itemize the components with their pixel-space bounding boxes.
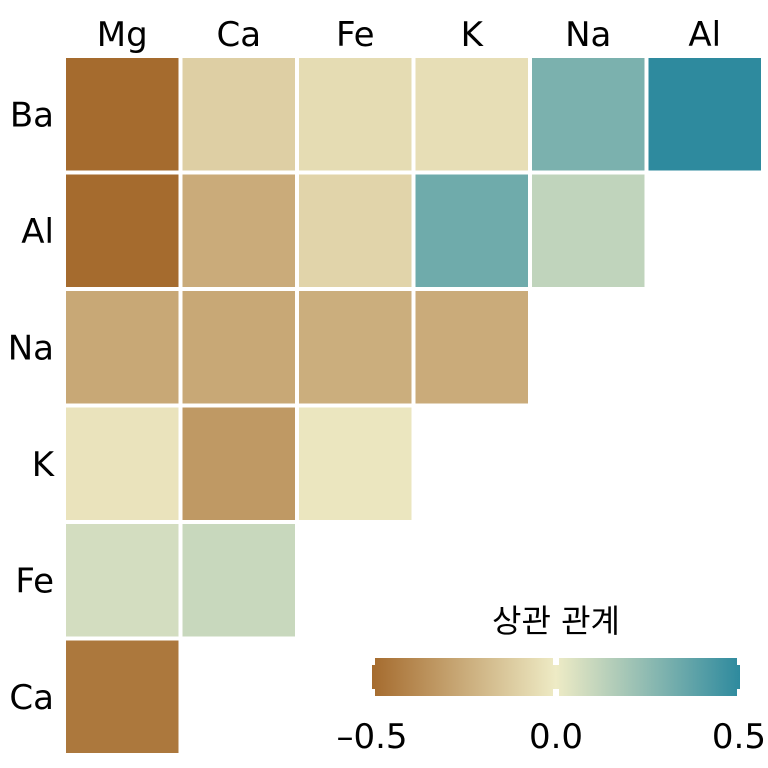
y-label-ba: Ba — [10, 95, 54, 135]
colorbar-tick-label: –0.5 — [336, 717, 407, 757]
cell-fe-mg — [66, 524, 179, 637]
cell-al-k — [415, 174, 528, 287]
cell-ba-na — [532, 58, 645, 171]
cell-al-na — [532, 174, 645, 287]
x-label-na: Na — [565, 15, 611, 55]
cell-k-fe — [299, 407, 412, 520]
y-label-ca: Ca — [9, 678, 54, 718]
x-axis-labels: Mg Ca Fe K Na Al — [97, 15, 721, 55]
colorbar: 상관 관계 –0.5 0.0 0.5 — [336, 602, 766, 757]
cell-na-k — [415, 291, 528, 404]
x-label-mg: Mg — [97, 15, 148, 55]
cell-na-fe — [299, 291, 412, 404]
colorbar-right-half — [556, 658, 740, 696]
x-label-ca: Ca — [216, 15, 261, 55]
y-label-fe: Fe — [15, 561, 54, 601]
colorbar-tick-label: 0.5 — [712, 717, 766, 757]
cell-ba-ca — [182, 58, 295, 171]
colorbar-tick-top — [737, 658, 743, 665]
cell-ca-mg — [66, 640, 179, 753]
colorbar-tick-bottom — [737, 689, 743, 696]
cell-k-ca — [182, 407, 295, 520]
colorbar-tick-bottom — [553, 689, 559, 696]
cell-al-ca — [182, 174, 295, 287]
x-label-al: Al — [688, 15, 721, 55]
cell-k-mg — [66, 407, 179, 520]
colorbar-left-half — [372, 658, 556, 696]
colorbar-tick-top — [553, 658, 559, 665]
colorbar-title: 상관 관계 — [492, 602, 620, 640]
x-label-k: K — [461, 15, 485, 55]
y-axis-labels: Ba Al Na K Fe Ca — [8, 95, 56, 718]
heatmap-cells — [66, 58, 761, 753]
colorbar-tick-label: 0.0 — [529, 717, 583, 757]
colorbar-tick-bottom — [369, 689, 375, 696]
y-label-na: Na — [8, 328, 54, 368]
colorbar-ticks: –0.5 0.0 0.5 — [336, 658, 766, 757]
cell-al-mg — [66, 174, 179, 287]
cell-al-fe — [299, 174, 412, 287]
y-label-k: K — [32, 445, 56, 485]
cell-fe-ca — [182, 524, 295, 637]
cell-ba-mg — [66, 58, 179, 171]
colorbar-tick-top — [369, 658, 375, 665]
cell-ba-fe — [299, 58, 412, 171]
y-label-al: Al — [21, 212, 54, 252]
cell-ba-al — [648, 58, 761, 171]
cell-na-mg — [66, 291, 179, 404]
cell-na-ca — [182, 291, 295, 404]
x-label-fe: Fe — [336, 15, 375, 55]
cell-ba-k — [415, 58, 528, 171]
